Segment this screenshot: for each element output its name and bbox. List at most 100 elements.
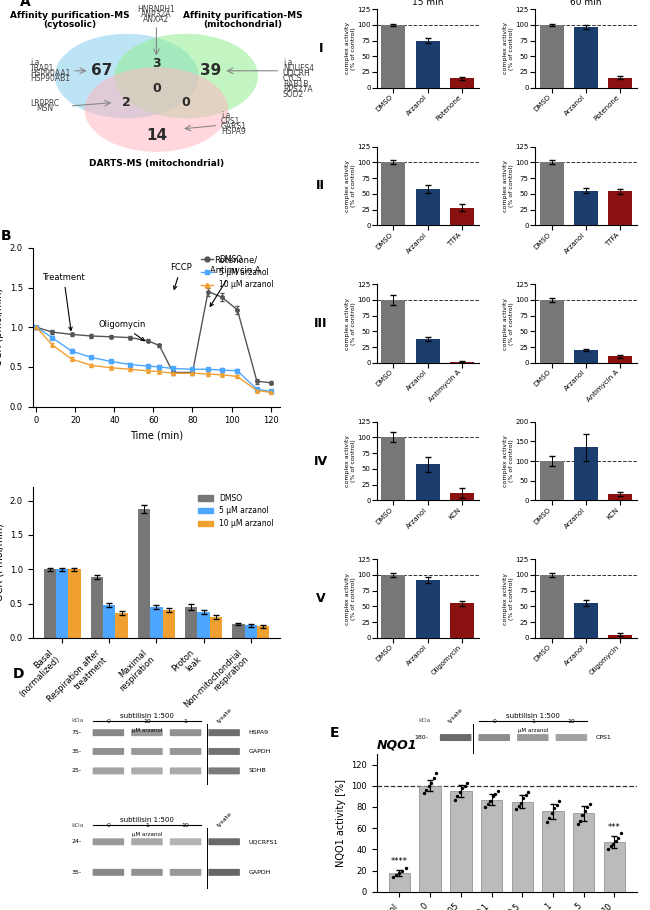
- Bar: [91, 578, 103, 638]
- Text: (mitochondrial): (mitochondrial): [203, 20, 283, 29]
- Point: [424, 778, 434, 793]
- Text: CPS1: CPS1: [596, 735, 612, 740]
- Text: 39: 39: [200, 64, 222, 78]
- Point: [426, 775, 437, 790]
- Bar: [540, 25, 564, 87]
- Text: 1: 1: [492, 823, 496, 828]
- Text: 10: 10: [143, 719, 151, 723]
- Legend: DMSO, 5 μM arzanol, 10 μM arzanol: DMSO, 5 μM arzanol, 10 μM arzanol: [198, 252, 276, 292]
- Y-axis label: complex activity
(% of control): complex activity (% of control): [345, 298, 356, 349]
- FancyBboxPatch shape: [93, 838, 124, 845]
- Text: 10: 10: [567, 719, 575, 723]
- Text: 75-: 75-: [419, 839, 428, 844]
- Point: [516, 795, 526, 810]
- Bar: [44, 569, 56, 638]
- Text: GAPDH: GAPDH: [596, 765, 618, 771]
- Text: UQCRH: UQCRH: [283, 69, 311, 78]
- Bar: [608, 77, 632, 87]
- Bar: [244, 625, 257, 638]
- Point: [391, 867, 402, 882]
- Text: 3: 3: [152, 57, 161, 70]
- Point: [575, 814, 585, 828]
- Ellipse shape: [55, 34, 198, 118]
- FancyBboxPatch shape: [440, 764, 471, 772]
- Text: subtilisin 1:500: subtilisin 1:500: [467, 817, 521, 824]
- Text: 180-: 180-: [415, 735, 428, 740]
- Point: [421, 783, 432, 797]
- Text: μM arzanol: μM arzanol: [517, 728, 548, 733]
- Bar: [416, 339, 440, 363]
- Bar: [68, 569, 81, 638]
- FancyBboxPatch shape: [131, 869, 162, 875]
- Title: 60 min: 60 min: [570, 0, 602, 7]
- Bar: [574, 350, 598, 363]
- Text: HNRNPH1: HNRNPH1: [138, 5, 176, 14]
- Text: (cytosolic): (cytosolic): [43, 20, 96, 29]
- Text: 0: 0: [182, 96, 190, 109]
- Text: 67: 67: [91, 64, 112, 78]
- Text: ANXA2: ANXA2: [143, 15, 170, 25]
- Point: [454, 784, 465, 799]
- FancyBboxPatch shape: [440, 734, 471, 741]
- Point: [521, 788, 531, 803]
- Text: V: V: [316, 592, 326, 605]
- Bar: [257, 626, 269, 638]
- Point: [452, 789, 462, 804]
- Bar: [608, 493, 632, 501]
- Text: CPS1: CPS1: [221, 116, 240, 126]
- Point: [450, 793, 460, 807]
- Bar: [116, 613, 127, 638]
- Text: ANP32A: ANP32A: [141, 10, 172, 19]
- Text: 10: 10: [182, 823, 189, 828]
- Point: [554, 794, 564, 808]
- Text: 35-: 35-: [419, 765, 428, 771]
- Point: [511, 802, 521, 816]
- Bar: [512, 802, 533, 892]
- Bar: [232, 624, 244, 638]
- Text: 25-: 25-: [72, 768, 81, 774]
- Legend: DMSO, 5 μM arzanol, 10 μM arzanol: DMSO, 5 μM arzanol, 10 μM arzanol: [194, 490, 276, 531]
- FancyBboxPatch shape: [93, 748, 124, 755]
- FancyBboxPatch shape: [131, 748, 162, 755]
- Text: 24-: 24-: [71, 839, 81, 844]
- Text: III: III: [314, 317, 328, 330]
- Text: lysate: lysate: [216, 707, 233, 723]
- Bar: [608, 634, 632, 638]
- Bar: [542, 811, 564, 892]
- Text: 14: 14: [146, 128, 167, 144]
- Text: SOD2: SOD2: [283, 90, 304, 99]
- Y-axis label: complex activity
(% of control): complex activity (% of control): [503, 23, 514, 75]
- Text: Oligomycin: Oligomycin: [99, 320, 146, 340]
- FancyBboxPatch shape: [170, 838, 202, 845]
- Text: RPS27A: RPS27A: [283, 85, 313, 94]
- Text: kDa: kDa: [72, 718, 84, 723]
- Point: [547, 806, 557, 821]
- FancyBboxPatch shape: [209, 838, 240, 845]
- FancyBboxPatch shape: [556, 869, 587, 875]
- Text: GARS1: GARS1: [596, 839, 617, 844]
- Text: subtilisin 1:500: subtilisin 1:500: [120, 817, 174, 824]
- FancyBboxPatch shape: [209, 869, 240, 875]
- Y-axis label: complex activity
(% of control): complex activity (% of control): [345, 435, 356, 487]
- Text: HSP90AA1: HSP90AA1: [30, 69, 70, 78]
- Y-axis label: complex activity
(% of control): complex activity (% of control): [503, 160, 514, 212]
- Bar: [540, 461, 564, 501]
- Bar: [56, 569, 68, 638]
- Point: [488, 789, 498, 804]
- Bar: [416, 580, 440, 638]
- Text: Rotenone/
Antimycin A: Rotenone/ Antimycin A: [210, 256, 261, 307]
- FancyBboxPatch shape: [209, 767, 240, 774]
- Point: [400, 861, 411, 875]
- Text: ****: ****: [391, 857, 408, 866]
- Point: [584, 796, 595, 811]
- Bar: [103, 605, 116, 638]
- Y-axis label: complex activity
(% of control): complex activity (% of control): [345, 572, 356, 624]
- Point: [431, 765, 441, 780]
- Bar: [382, 438, 406, 501]
- Text: FCCP: FCCP: [170, 263, 192, 289]
- Point: [541, 814, 552, 829]
- Text: lysate: lysate: [447, 707, 464, 723]
- Point: [483, 796, 493, 811]
- FancyBboxPatch shape: [556, 764, 587, 772]
- Text: 0: 0: [152, 82, 161, 95]
